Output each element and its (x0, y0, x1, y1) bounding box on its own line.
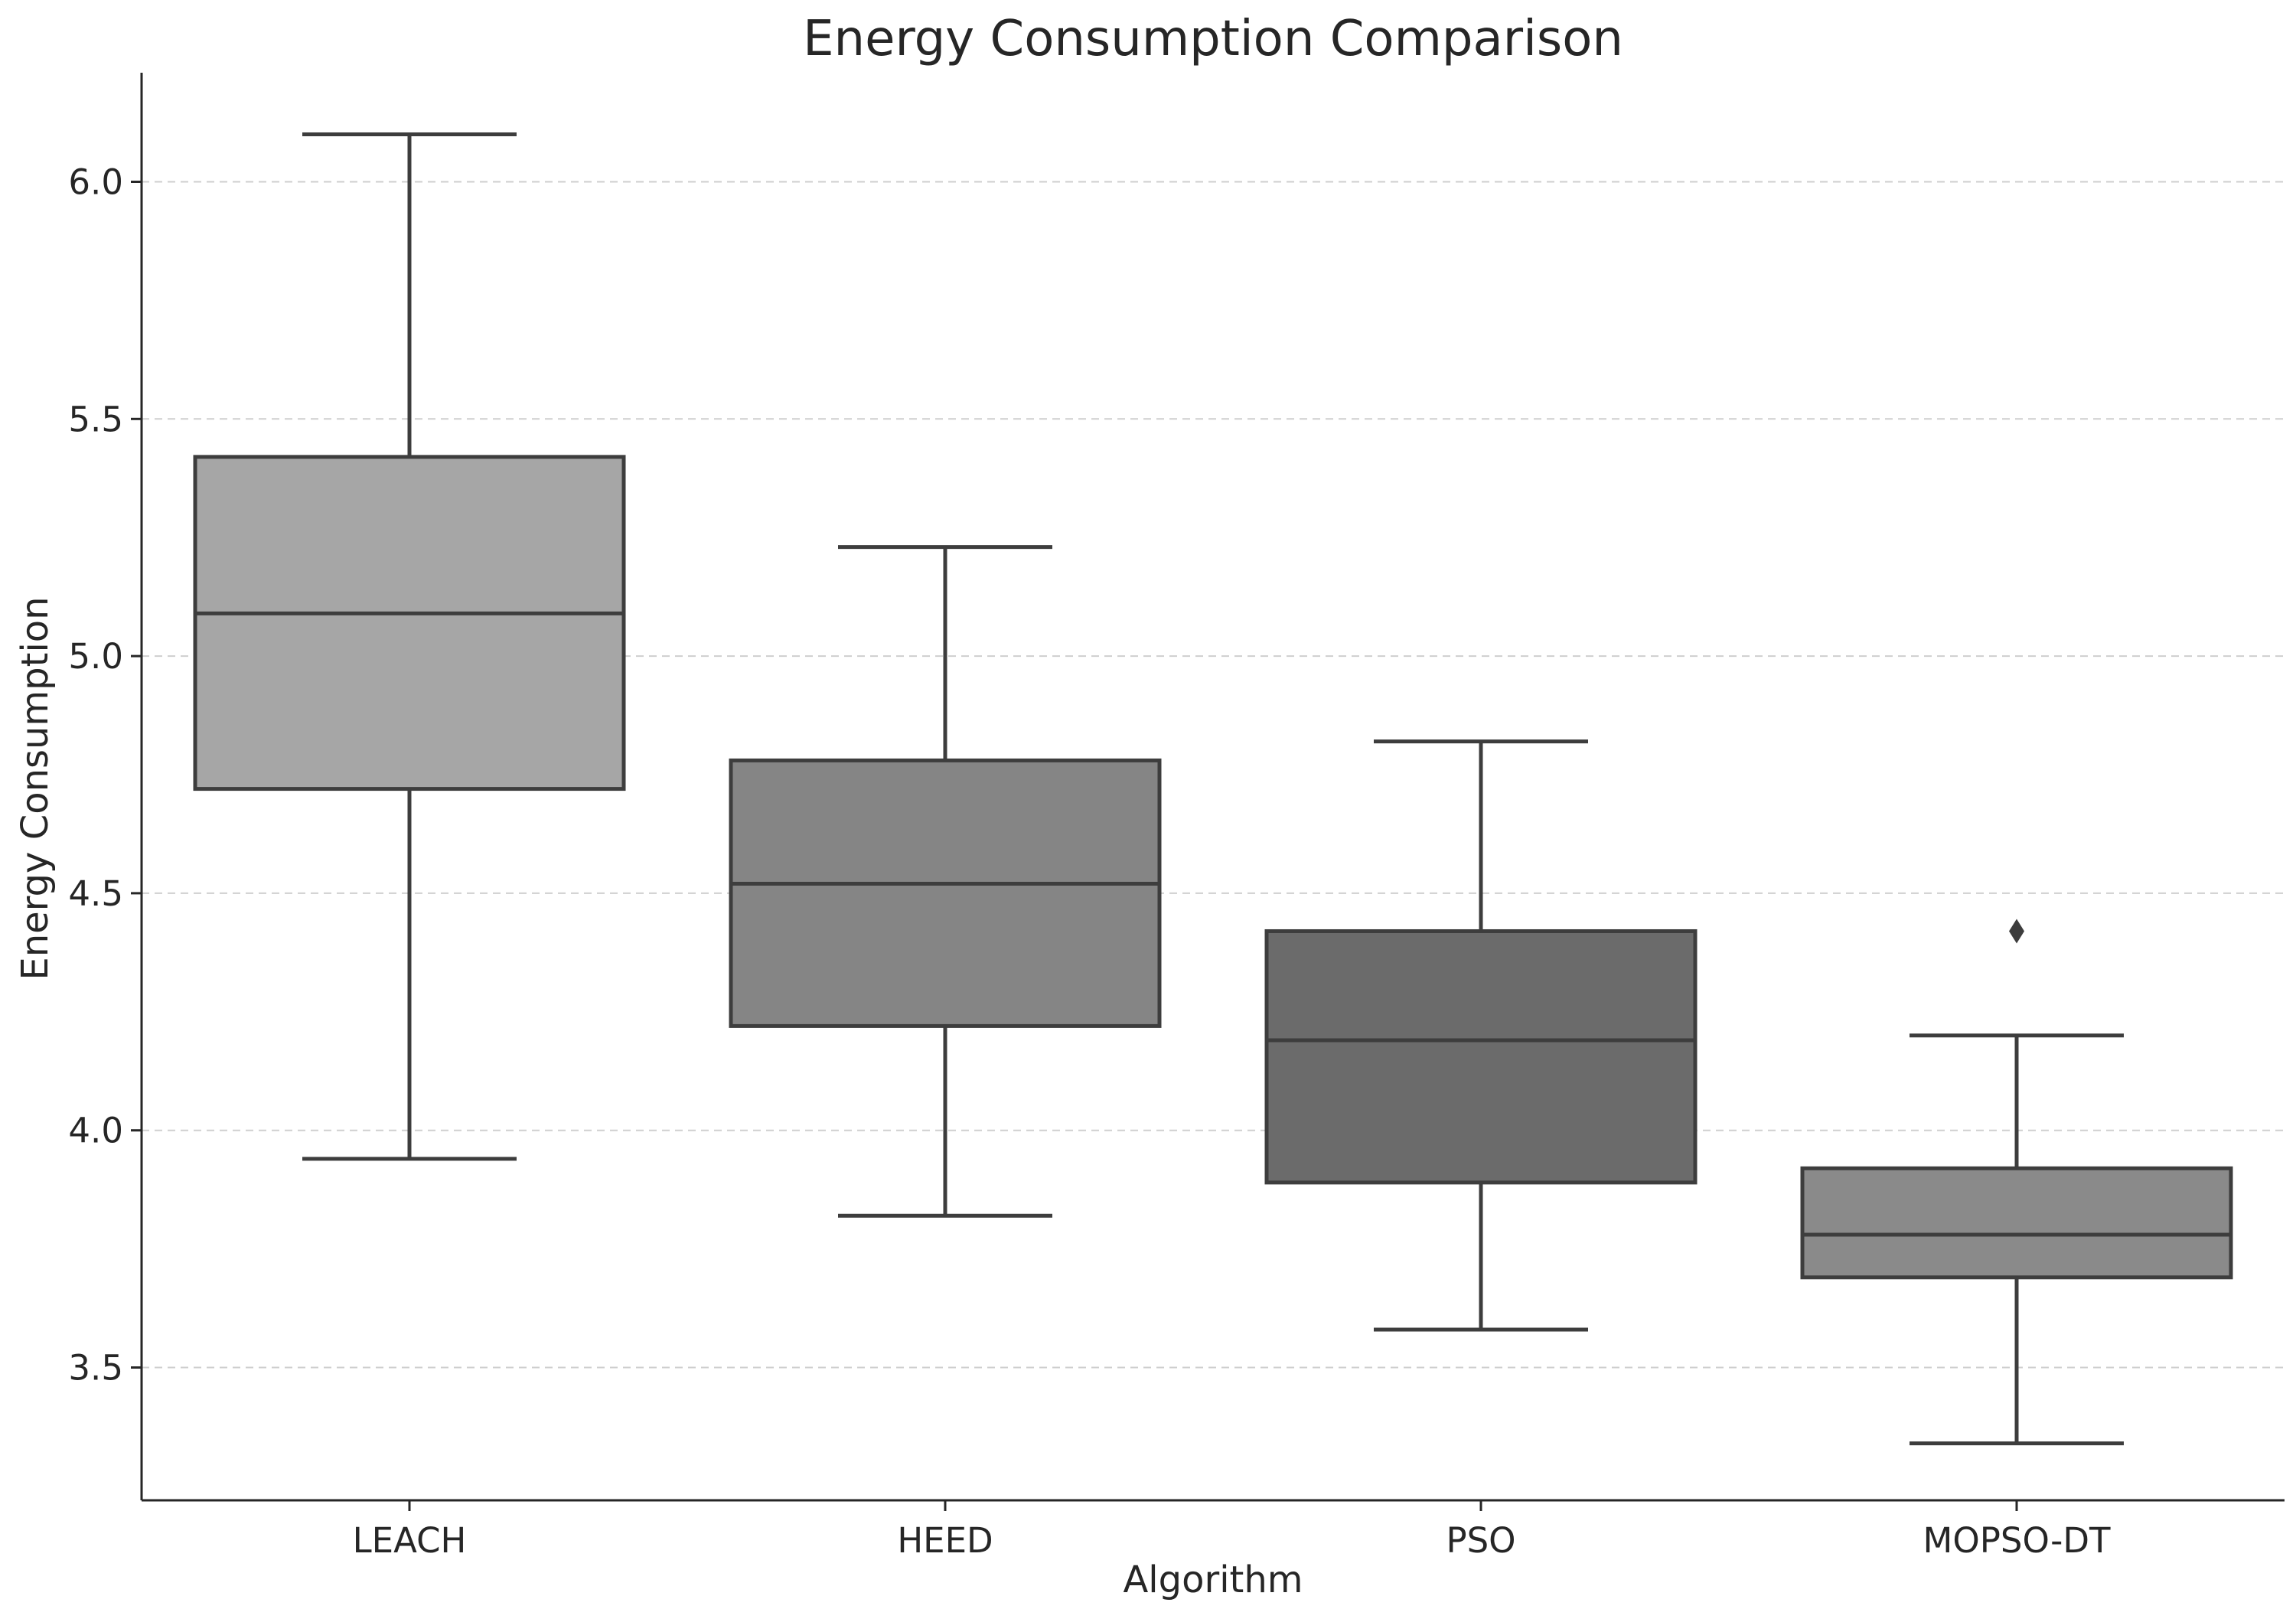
x-tick-label: PSO (1446, 1520, 1515, 1561)
y-ticks: 3.5 4.0 4.5 5.0 5.5 6.0 (68, 162, 142, 1389)
x-tick-label: HEED (897, 1520, 993, 1561)
y-tick-label: 5.5 (68, 399, 123, 439)
box-mopso-dt (1800, 919, 2233, 1446)
y-tick-label: 3.5 (68, 1348, 123, 1389)
iqr-box (193, 455, 626, 791)
chart-title: Energy Consumption Comparison (803, 11, 1623, 67)
outlier-point (2009, 919, 2024, 944)
iqr-box (1800, 1166, 2233, 1280)
boxes (193, 132, 2233, 1446)
box-pso (1264, 739, 1698, 1332)
y-tick-label: 5.0 (68, 636, 123, 677)
x-ticks: LEACH HEED PSO MOPSO-DT (353, 1500, 2111, 1561)
y-tick-label: 6.0 (68, 162, 123, 203)
y-tick-label: 4.0 (68, 1111, 123, 1151)
x-axis-label: Algorithm (1123, 1558, 1303, 1601)
y-tick-label: 4.5 (68, 873, 123, 914)
box-leach (193, 132, 626, 1161)
y-axis-label: Energy Consumption (14, 596, 57, 980)
iqr-box (1264, 929, 1698, 1185)
axes (140, 73, 2285, 1502)
box-heed (729, 545, 1162, 1218)
x-tick-label: MOPSO-DT (1923, 1520, 2112, 1561)
x-tick-label: LEACH (353, 1520, 467, 1561)
iqr-box (729, 758, 1162, 1028)
